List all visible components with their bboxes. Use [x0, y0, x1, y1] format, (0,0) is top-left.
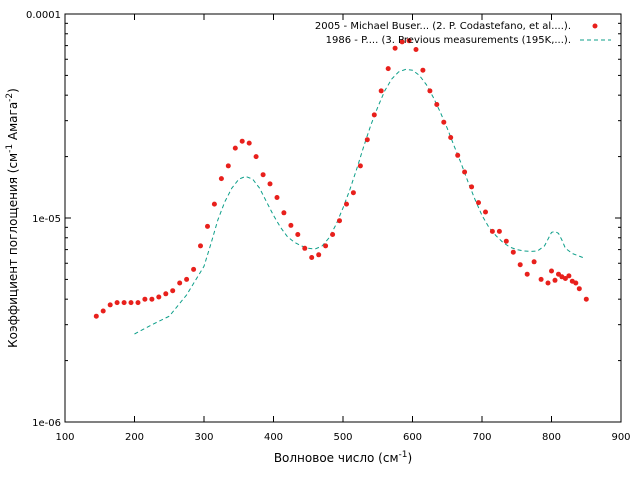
data-point: [392, 45, 398, 51]
legend-label-1986: 1986 - P.... (3. Previous measurements (…: [326, 35, 571, 46]
data-point: [524, 271, 530, 277]
data-point: [121, 300, 127, 306]
data-point: [344, 201, 349, 207]
data-point: [309, 255, 315, 260]
legend: 2005 - Michael Buser... (2. P. Codastefa…: [315, 21, 611, 46]
y-tick-label: 1e-05: [32, 214, 61, 225]
data-point: [583, 296, 589, 302]
data-point: [184, 276, 190, 282]
data-point: [142, 296, 148, 302]
data-point: [350, 190, 356, 196]
data-point: [462, 169, 468, 175]
axis-ticks: 100 200 300 400 500 600 700 800 900 1e-06 1e-05 0.0…: [26, 10, 631, 443]
data-point: [302, 245, 308, 251]
data-point: [406, 38, 412, 44]
data-point: [562, 276, 568, 281]
data-point: [225, 163, 231, 169]
data-point: [114, 300, 120, 306]
data-point: [399, 39, 405, 45]
y-axis-title: Коэффициент поглощения (см-1 Амага-2): [5, 88, 20, 348]
data-point: [100, 308, 106, 314]
data-point: [427, 88, 433, 94]
data-point: [549, 268, 554, 274]
x-tick-label: 600: [403, 432, 422, 443]
data-point: [566, 273, 572, 279]
data-point: [420, 67, 426, 73]
data-point: [545, 280, 551, 286]
data-point: [503, 238, 509, 244]
x-tick-label: 900: [611, 432, 630, 443]
y-tick-label: 0.0001: [26, 10, 61, 21]
series-line-path: [134, 68, 583, 335]
data-point: [510, 249, 516, 255]
data-point: [232, 145, 238, 151]
data-point: [156, 294, 162, 300]
x-tick-label: 100: [55, 432, 74, 443]
data-point: [218, 176, 224, 182]
data-point: [316, 252, 322, 258]
data-point: [413, 47, 419, 52]
data-point: [337, 218, 342, 224]
data-point: [149, 296, 155, 302]
data-point: [253, 154, 259, 160]
x-tick-label: 400: [264, 432, 283, 443]
legend-label-2005: 2005 - Michael Buser... (2. P. Codastefa…: [315, 21, 571, 32]
data-point: [205, 223, 210, 229]
plot-frame: [64, 13, 622, 423]
data-point: [573, 280, 579, 286]
data-point: [246, 140, 252, 146]
data-point: [455, 152, 461, 158]
data-point: [476, 200, 481, 206]
data-point: [135, 300, 141, 306]
data-point: [489, 228, 495, 234]
data-point: [378, 88, 384, 94]
data-point: [469, 184, 475, 190]
x-tick-label: 200: [125, 432, 144, 443]
data-point: [295, 232, 301, 237]
x-tick-label: 800: [542, 432, 561, 443]
data-point: [163, 291, 169, 297]
data-point: [288, 222, 294, 228]
data-point: [198, 243, 203, 249]
series-2005-points: [93, 38, 589, 319]
data-point: [93, 313, 99, 319]
data-point: [517, 262, 523, 268]
data-point: [496, 228, 502, 234]
data-point: [323, 243, 329, 249]
data-point: [211, 201, 217, 207]
x-tick-label: 300: [194, 432, 213, 443]
data-point: [556, 271, 561, 277]
data-point: [434, 102, 440, 107]
data-point: [281, 210, 287, 216]
data-point: [576, 286, 582, 292]
data-point: [267, 181, 273, 187]
data-point: [177, 280, 183, 286]
x-tick-label: 500: [333, 432, 352, 443]
y-tick-label: 1e-06: [32, 418, 61, 429]
data-point: [448, 135, 454, 140]
legend-marker-2005: [592, 23, 598, 29]
data-point: [483, 209, 488, 215]
data-point: [330, 232, 336, 237]
x-axis-title: Волновое число (см-1): [274, 450, 412, 465]
data-point: [385, 66, 391, 72]
data-point: [128, 300, 134, 306]
data-point: [357, 163, 363, 169]
data-point: [260, 172, 266, 178]
series-1986-line: [134, 68, 583, 335]
data-point: [274, 195, 280, 200]
data-point: [107, 302, 113, 308]
data-point: [191, 266, 197, 272]
data-point: [239, 138, 245, 144]
data-point: [538, 276, 544, 282]
data-point: [441, 119, 447, 125]
data-point: [552, 277, 558, 283]
data-point: [170, 288, 176, 294]
data-point: [371, 112, 377, 118]
x-tick-label: 700: [472, 432, 491, 443]
data-point: [364, 137, 370, 143]
data-point: [531, 259, 537, 265]
